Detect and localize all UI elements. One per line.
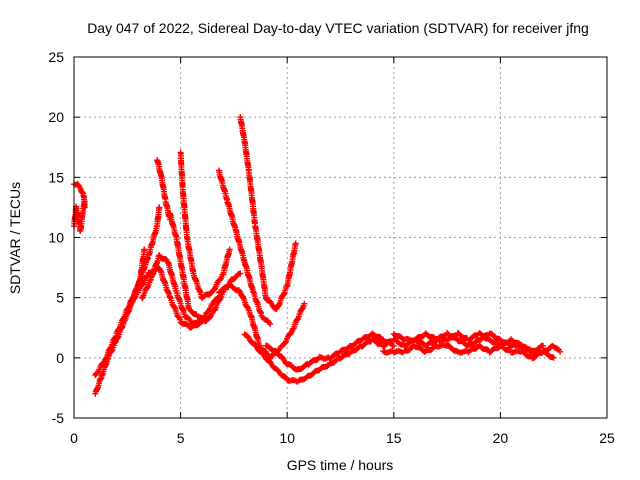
- series-markers: [380, 341, 557, 362]
- series-sat-d: [92, 204, 163, 378]
- series-markers: [177, 149, 233, 302]
- data-points: [71, 114, 564, 397]
- y-tick-label: -5: [52, 410, 65, 426]
- x-tick-label: 15: [386, 430, 402, 446]
- series-sat-f: [139, 252, 205, 327]
- x-tick-label: 25: [599, 430, 615, 446]
- series-markers: [390, 329, 546, 355]
- y-axis-label: SDTVAR / TECUs: [7, 182, 23, 294]
- series-sat-j: [216, 167, 274, 328]
- axis-ticks: 0 5 10 15 20 25 -5 0 5 10 15 20 25: [48, 49, 615, 446]
- y-tick-label: 0: [56, 350, 64, 366]
- x-tick-label: 10: [279, 430, 295, 446]
- y-tick-label: 20: [48, 109, 64, 125]
- series-markers: [237, 114, 299, 313]
- y-tick-label: 10: [48, 230, 64, 246]
- series-sat-n: [262, 330, 387, 373]
- series-markers: [216, 167, 274, 328]
- chart-title: Day 047 of 2022, Sidereal Day-to-day VTE…: [87, 20, 589, 36]
- series-sat-c: [92, 246, 148, 397]
- series-sat-k: [237, 114, 299, 313]
- series-markers: [139, 252, 205, 327]
- series-sat-q: [390, 329, 546, 355]
- series-sat-p: [380, 341, 557, 362]
- series-markers: [92, 204, 163, 378]
- x-axis-label: GPS time / hours: [287, 457, 394, 473]
- plot-frame: [73, 56, 608, 419]
- y-tick-label: 25: [48, 49, 64, 65]
- series-markers: [92, 246, 148, 397]
- x-tick-label: 0: [70, 430, 78, 446]
- series-markers: [262, 330, 387, 373]
- x-tick-label: 5: [177, 430, 185, 446]
- x-tick-label: 20: [493, 430, 509, 446]
- y-tick-label: 5: [56, 290, 64, 306]
- y-tick-label: 15: [48, 169, 64, 185]
- series-sat-h: [166, 210, 244, 325]
- series-markers: [166, 210, 244, 325]
- series-sat-i: [177, 149, 233, 302]
